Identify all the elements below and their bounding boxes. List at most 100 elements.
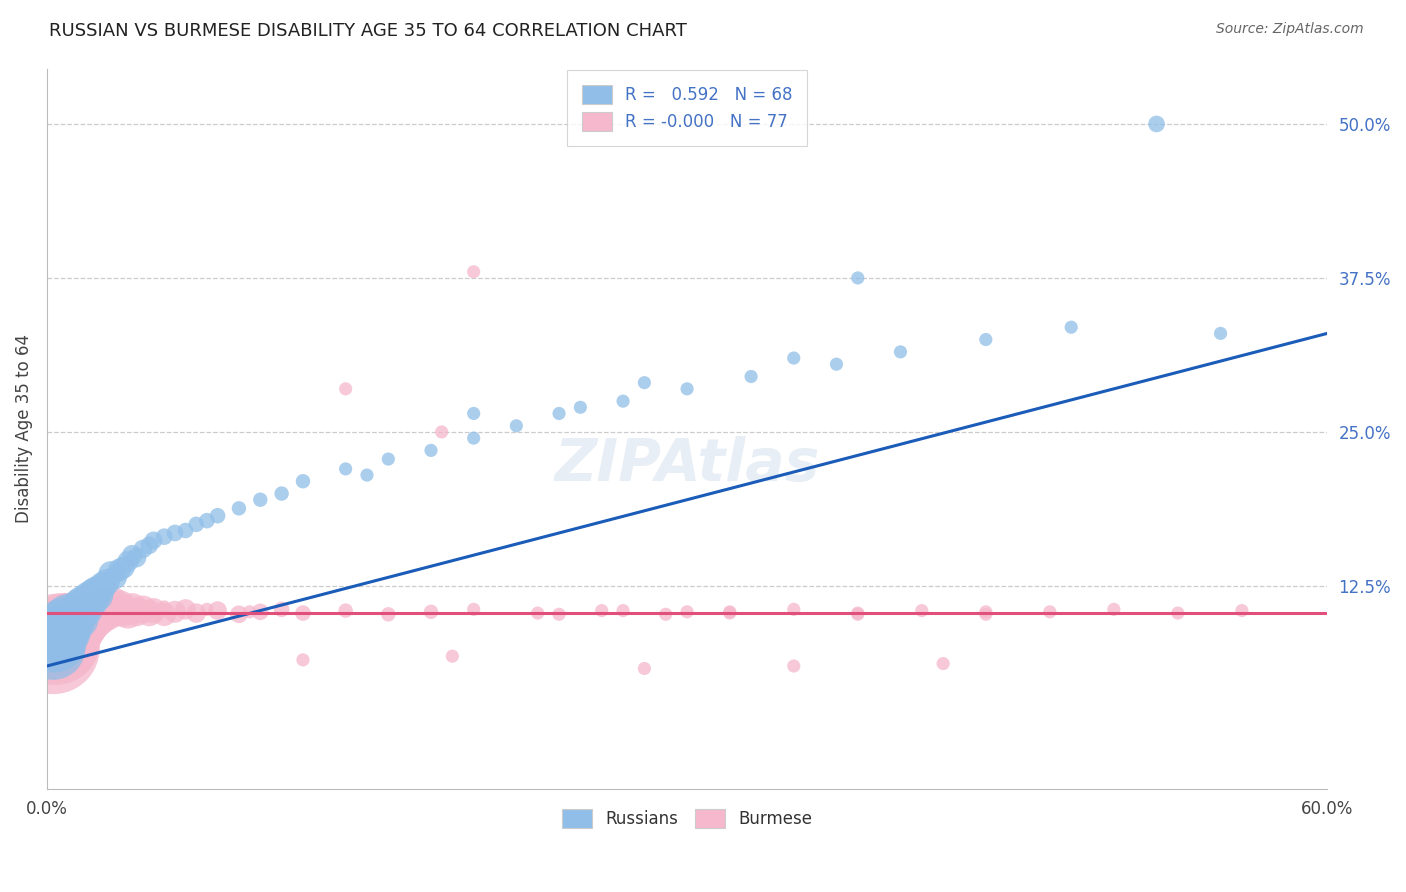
Point <box>569 401 592 415</box>
Point <box>62 617 84 632</box>
Point <box>783 602 806 616</box>
Point <box>76 595 98 609</box>
Point <box>142 604 165 618</box>
Point <box>70 612 93 626</box>
Point <box>66 607 89 622</box>
Point <box>72 598 94 612</box>
Point <box>51 628 73 642</box>
Point <box>1060 320 1083 334</box>
Point <box>48 622 70 636</box>
Point <box>79 591 101 606</box>
Point <box>633 661 655 675</box>
Point <box>195 514 218 528</box>
Point <box>83 588 105 602</box>
Point <box>42 640 65 655</box>
Point <box>889 344 911 359</box>
Point <box>846 607 869 622</box>
Point <box>441 649 464 664</box>
Point <box>612 394 634 409</box>
Point <box>526 606 548 620</box>
Point <box>1167 606 1189 620</box>
Point <box>91 599 114 614</box>
Point <box>505 418 527 433</box>
Point <box>420 605 443 619</box>
Point <box>63 622 86 636</box>
Point <box>80 593 103 607</box>
Point <box>59 614 82 628</box>
Point <box>377 607 399 622</box>
Point <box>783 659 806 673</box>
Point <box>740 369 762 384</box>
Point <box>89 607 111 622</box>
Point <box>174 524 197 538</box>
Point <box>58 619 80 633</box>
Point <box>463 431 485 445</box>
Point <box>1146 117 1168 131</box>
Point <box>96 575 118 590</box>
Point <box>239 605 262 619</box>
Point <box>270 602 292 616</box>
Point <box>75 609 97 624</box>
Point <box>67 619 90 633</box>
Point <box>463 407 485 421</box>
Point <box>291 653 314 667</box>
Point <box>108 599 131 614</box>
Point <box>52 615 75 630</box>
Point <box>356 468 378 483</box>
Point <box>249 605 271 619</box>
Point <box>142 533 165 548</box>
Point <box>291 606 314 620</box>
Point <box>153 607 176 622</box>
Point <box>55 624 77 639</box>
Point <box>67 612 90 626</box>
Point <box>112 604 135 618</box>
Point <box>207 604 229 618</box>
Point <box>87 589 110 603</box>
Point <box>100 566 122 581</box>
Point <box>186 606 208 620</box>
Point <box>633 376 655 390</box>
Point <box>228 607 250 622</box>
Point <box>911 604 934 618</box>
Point <box>974 605 997 619</box>
Point <box>718 606 741 620</box>
Point <box>270 486 292 500</box>
Point <box>228 501 250 516</box>
Point <box>125 550 148 565</box>
Point <box>42 640 65 655</box>
Point <box>117 554 139 568</box>
Point <box>100 598 122 612</box>
Point <box>430 425 453 439</box>
Point <box>104 570 127 584</box>
Point <box>138 606 160 620</box>
Point <box>718 605 741 619</box>
Point <box>377 452 399 467</box>
Point <box>974 333 997 347</box>
Point <box>84 585 107 599</box>
Text: RUSSIAN VS BURMESE DISABILITY AGE 35 TO 64 CORRELATION CHART: RUSSIAN VS BURMESE DISABILITY AGE 35 TO … <box>49 22 688 40</box>
Point <box>1102 602 1125 616</box>
Point <box>58 619 80 633</box>
Point <box>676 605 699 619</box>
Point <box>825 357 848 371</box>
Point <box>66 615 89 629</box>
Point <box>46 628 69 642</box>
Point <box>84 609 107 624</box>
Point <box>83 605 105 619</box>
Point <box>654 607 676 622</box>
Point <box>121 601 143 615</box>
Point <box>548 607 571 622</box>
Point <box>138 538 160 552</box>
Point <box>108 563 131 577</box>
Point <box>676 382 699 396</box>
Point <box>1039 605 1062 619</box>
Point <box>70 599 93 614</box>
Point <box>335 604 357 618</box>
Point <box>121 548 143 562</box>
Point <box>96 605 118 619</box>
Point <box>72 615 94 630</box>
Point <box>52 622 75 636</box>
Point <box>91 579 114 593</box>
Point <box>58 609 80 624</box>
Point <box>932 657 955 671</box>
